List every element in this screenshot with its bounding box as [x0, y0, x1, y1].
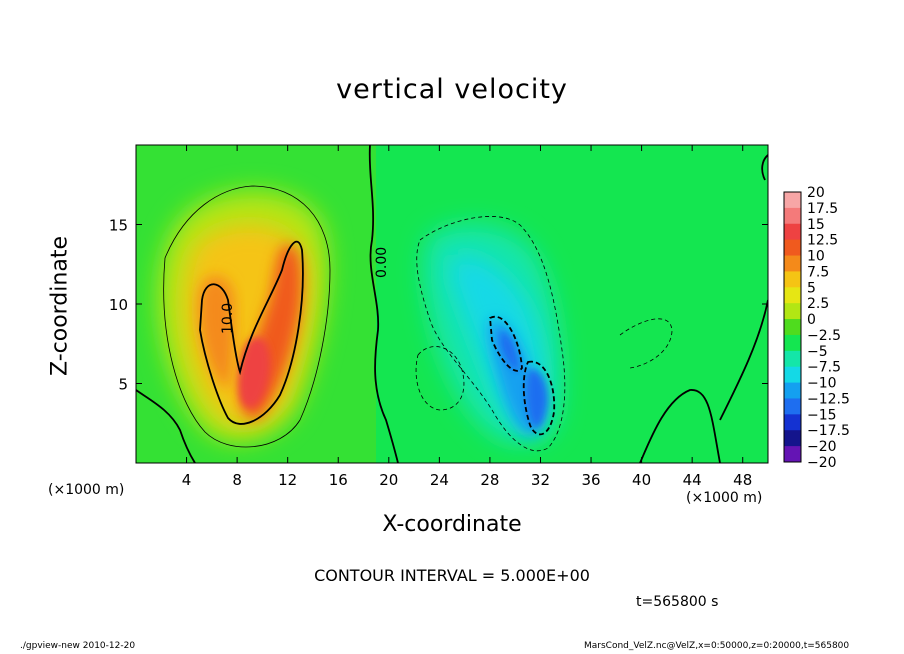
x-tick-label: 32 [531, 471, 550, 489]
colorbar-swatch [784, 446, 801, 463]
colorbar-label: −2.5 [807, 328, 841, 344]
y-axis-ticks: 5 10 15 [109, 217, 768, 394]
y-tick-label: 5 [118, 376, 128, 394]
x-tick-label: 4 [182, 471, 192, 489]
contour-0-northeast [761, 154, 768, 181]
x-tick-label: 44 [683, 471, 702, 489]
x-tick-label: 40 [632, 471, 651, 489]
colorbar-swatch [784, 207, 801, 225]
x-tick-label: 8 [232, 471, 242, 489]
colorbar-label: 15 [807, 217, 825, 233]
x-tick-label: 28 [480, 471, 499, 489]
colorbar-label: 0 [807, 312, 816, 328]
contour-10 [199, 240, 304, 425]
x-tick-label: 12 [278, 471, 297, 489]
colorbar-label: −15 [807, 407, 837, 423]
contour-label: 0.00 [374, 247, 390, 278]
x-tick-label: 48 [733, 471, 752, 489]
colorbar-label: 2.5 [807, 296, 829, 312]
colorbar-label: −17.5 [807, 423, 850, 439]
footer-left: ./gpview-new 2010-12-20 [20, 641, 136, 651]
x-tick-label: 16 [329, 471, 348, 489]
colorbar-label: −20 [807, 439, 837, 455]
colorbar-swatch [784, 319, 801, 336]
colorbar-label-min: −20 [807, 455, 837, 471]
chart-title: vertical velocity [336, 74, 568, 105]
colorbar-label: −7.5 [807, 360, 841, 376]
colorbar-label: −5 [807, 344, 828, 360]
contour-minus5-east [619, 318, 673, 369]
y-tick-label: 10 [109, 296, 128, 314]
colorbar-label: −10 [807, 376, 837, 392]
colorbar-label: 7.5 [807, 264, 829, 280]
contour-minus5 [416, 216, 566, 452]
colorbar-swatch [784, 239, 801, 257]
colorbar-label: 12.5 [807, 233, 838, 249]
colorbar-label: 5 [807, 280, 816, 296]
x-axis-label: X-coordinate [382, 512, 522, 537]
colorbar: 2017.51512.5107.552.50−2.5−5−7.5−10−12.5… [783, 185, 850, 471]
contour-minus5-west [415, 346, 465, 411]
colorbar-swatch [784, 303, 801, 320]
colorbar-label: −12.5 [807, 391, 850, 407]
colorbar-swatch [784, 350, 801, 368]
contour-0-west [136, 389, 196, 463]
contour-label: 10.0 [220, 303, 236, 334]
updraft-core [238, 336, 271, 409]
colorbar-swatch [784, 271, 801, 288]
contour-interval: CONTOUR INTERVAL = 5.000E+00 [314, 566, 590, 585]
contour-minus10-north [489, 315, 523, 372]
colorbar-swatch [784, 382, 801, 399]
colorbar-label: 20 [807, 185, 825, 201]
velocity-field [136, 145, 768, 463]
colorbar-label: 17.5 [807, 201, 838, 217]
x-tick-label: 20 [379, 471, 398, 489]
colorbar-swatch [784, 398, 801, 415]
colorbar-swatch [784, 287, 801, 304]
contour-minus10-south [522, 360, 556, 436]
contour-0-main [368, 145, 399, 463]
colorbar-swatch [784, 255, 801, 272]
x-tick-label: 36 [581, 471, 600, 489]
x-axis-ticks: 4 8 12 16 20 24 28 32 36 40 44 48 [182, 145, 752, 489]
colorbar-swatch [784, 414, 801, 431]
x-axis-unit: (×1000 m) [48, 482, 125, 498]
contour-lines [136, 145, 768, 463]
time-label: t=565800 s [636, 594, 719, 610]
y-axis-unit: (×1000 m) [686, 490, 763, 506]
contour-0-east [719, 299, 768, 421]
downdraft-core [500, 330, 548, 429]
colorbar-swatch [784, 223, 801, 241]
updraft-west-lobe [198, 276, 235, 390]
colorbar-swatch [784, 430, 801, 447]
contour-5 [163, 185, 331, 448]
y-axis-label: Z-coordinate [47, 236, 73, 376]
footer-right: MarsCond_VelZ.nc@VelZ,x=0:50000,z=0:2000… [584, 641, 850, 651]
contour-labels: 10.0 0.00 [220, 247, 390, 334]
colorbar-frame [783, 191, 802, 463]
colorbar-label: 10 [807, 249, 825, 265]
x-tick-label: 24 [430, 471, 449, 489]
contour-0-southeast [639, 389, 721, 463]
colorbar-swatch [784, 334, 801, 352]
colorbar-swatch [784, 192, 801, 209]
y-tick-label: 15 [109, 217, 128, 235]
colorbar-swatch [784, 366, 801, 384]
